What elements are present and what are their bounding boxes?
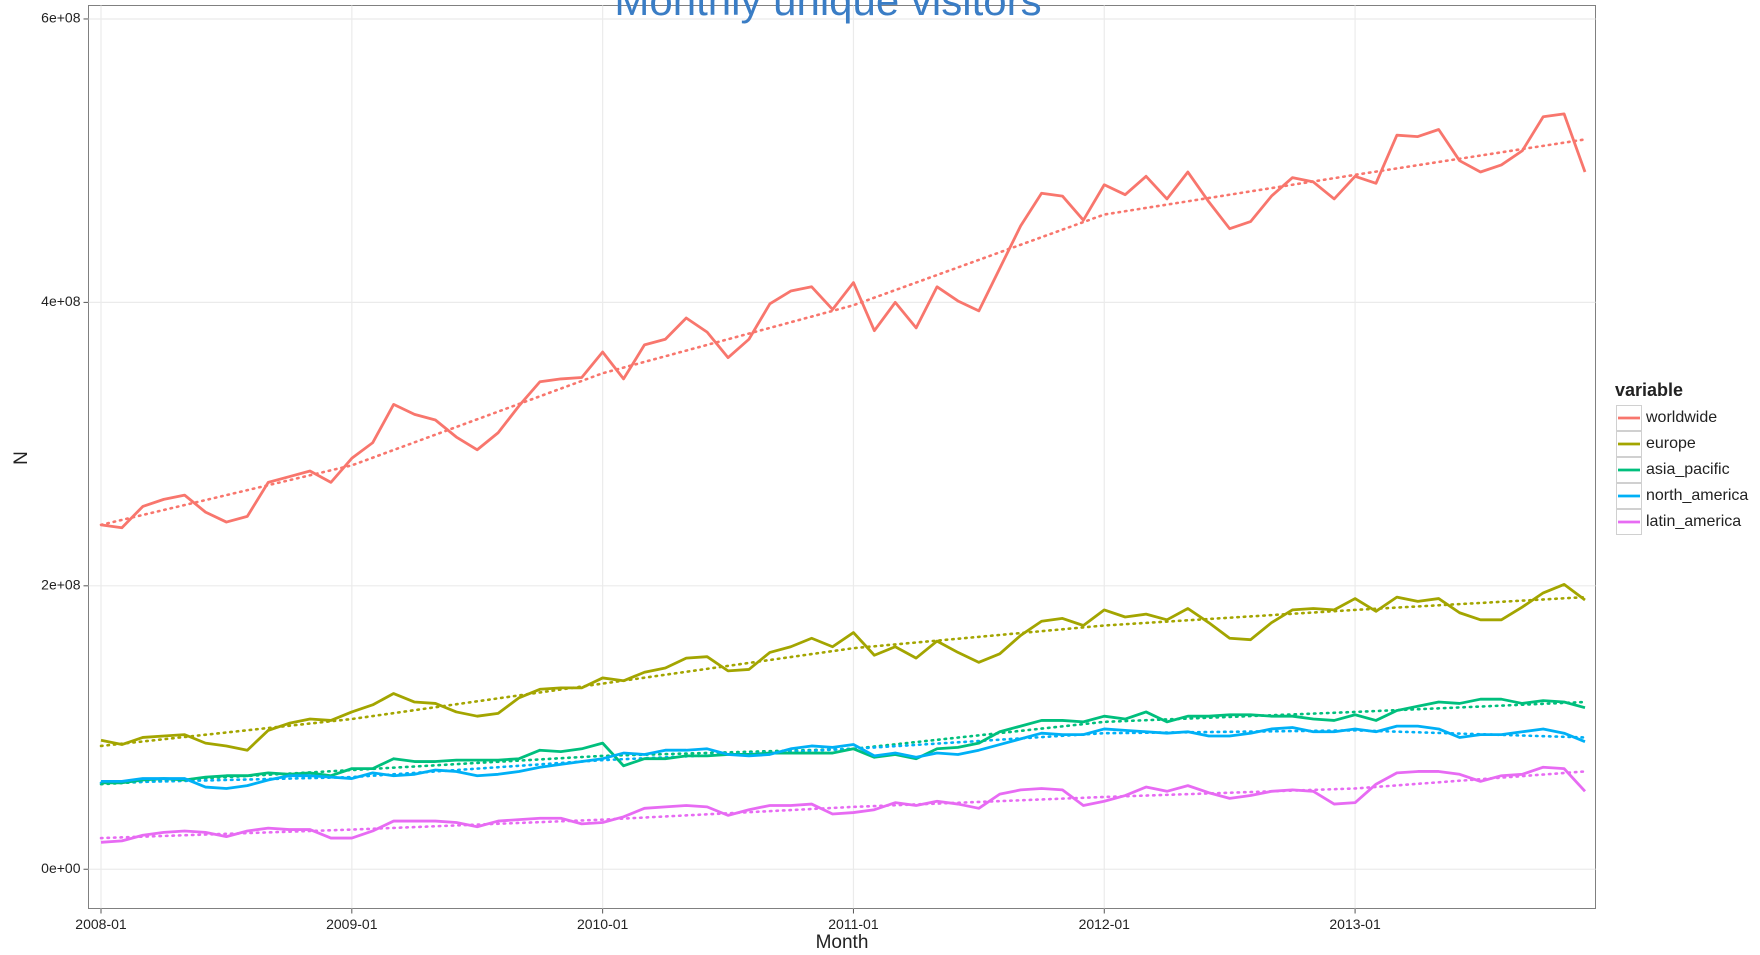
legend-title: variable	[1615, 380, 1683, 400]
trend-line	[99, 138, 1587, 527]
legend-label: europe	[1646, 435, 1696, 452]
x-tick-label: 2013-01	[1329, 916, 1381, 932]
legend-label: worldwide	[1645, 409, 1717, 426]
x-tick-label: 2012-01	[1079, 916, 1131, 932]
y-tick-label: 4e+08	[41, 293, 81, 309]
trend-line	[99, 595, 1587, 748]
legend-label: north_america	[1646, 487, 1748, 504]
grid: 0e+00 2e+08 4e+08 6e+08 2008-01 2009-01 2010-0…	[41, 5, 1596, 932]
x-axis-label: Month	[816, 932, 869, 953]
x-tick-label: 2009-01	[326, 916, 378, 932]
series-line	[100, 765, 1587, 844]
legend: worldwide europe asia_pacific north_america…	[1616, 405, 1748, 535]
legend-label: latin_america	[1646, 513, 1741, 530]
legend-label: asia_pacific	[1646, 461, 1730, 478]
series-line	[101, 697, 1586, 785]
x-tick-label: 2010-01	[577, 916, 629, 932]
x-tick-label: 2011-01	[828, 916, 879, 932]
y-tick-label: 0e+00	[41, 860, 81, 876]
series-line	[100, 583, 1586, 752]
x-tick-label: 2008-01	[75, 916, 127, 932]
y-tick-label: 6e+08	[41, 10, 81, 26]
y-tick-label: 2e+08	[41, 577, 81, 593]
chart-title: Monthly unique visitors	[614, 0, 1041, 24]
plot-panel	[88, 5, 1596, 909]
series-line	[100, 112, 1587, 530]
marks	[99, 112, 1587, 844]
y-axis-label: N	[11, 451, 32, 465]
series-line	[101, 724, 1586, 790]
trend-line	[99, 770, 1587, 840]
